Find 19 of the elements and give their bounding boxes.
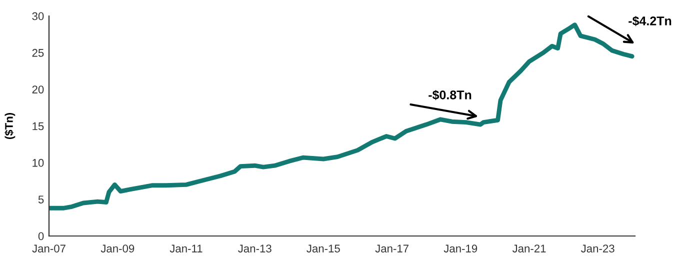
y-tick-label: 25 xyxy=(32,48,44,57)
y-tick-label: 0 xyxy=(38,232,44,240)
x-tick-label: Jan-11 xyxy=(170,244,202,252)
y-tick-label: 30 xyxy=(32,12,44,20)
x-tick-label: Jan-07 xyxy=(32,244,66,252)
x-tick-label: Jan-17 xyxy=(375,244,408,252)
y-tick-label: 10 xyxy=(32,158,44,167)
x-tick-label: Jan-09 xyxy=(100,244,134,252)
annotation: -$4.2Tn xyxy=(628,16,672,26)
x-tick-label: Jan-15 xyxy=(306,244,340,252)
y-tick-label: 5 xyxy=(38,196,44,204)
y-tick-label: 15 xyxy=(32,122,44,130)
y-axis-title: ($Tn) xyxy=(4,112,16,140)
x-tick-label: Jan-21 xyxy=(512,244,546,252)
y-tick-label: 20 xyxy=(32,86,44,94)
x-tick-label: Jan-13 xyxy=(238,244,272,252)
x-tick-label: Jan-23 xyxy=(581,244,614,252)
annotation: -$0.8Tn xyxy=(428,90,472,100)
x-tick-label: Jan-19 xyxy=(444,244,478,252)
